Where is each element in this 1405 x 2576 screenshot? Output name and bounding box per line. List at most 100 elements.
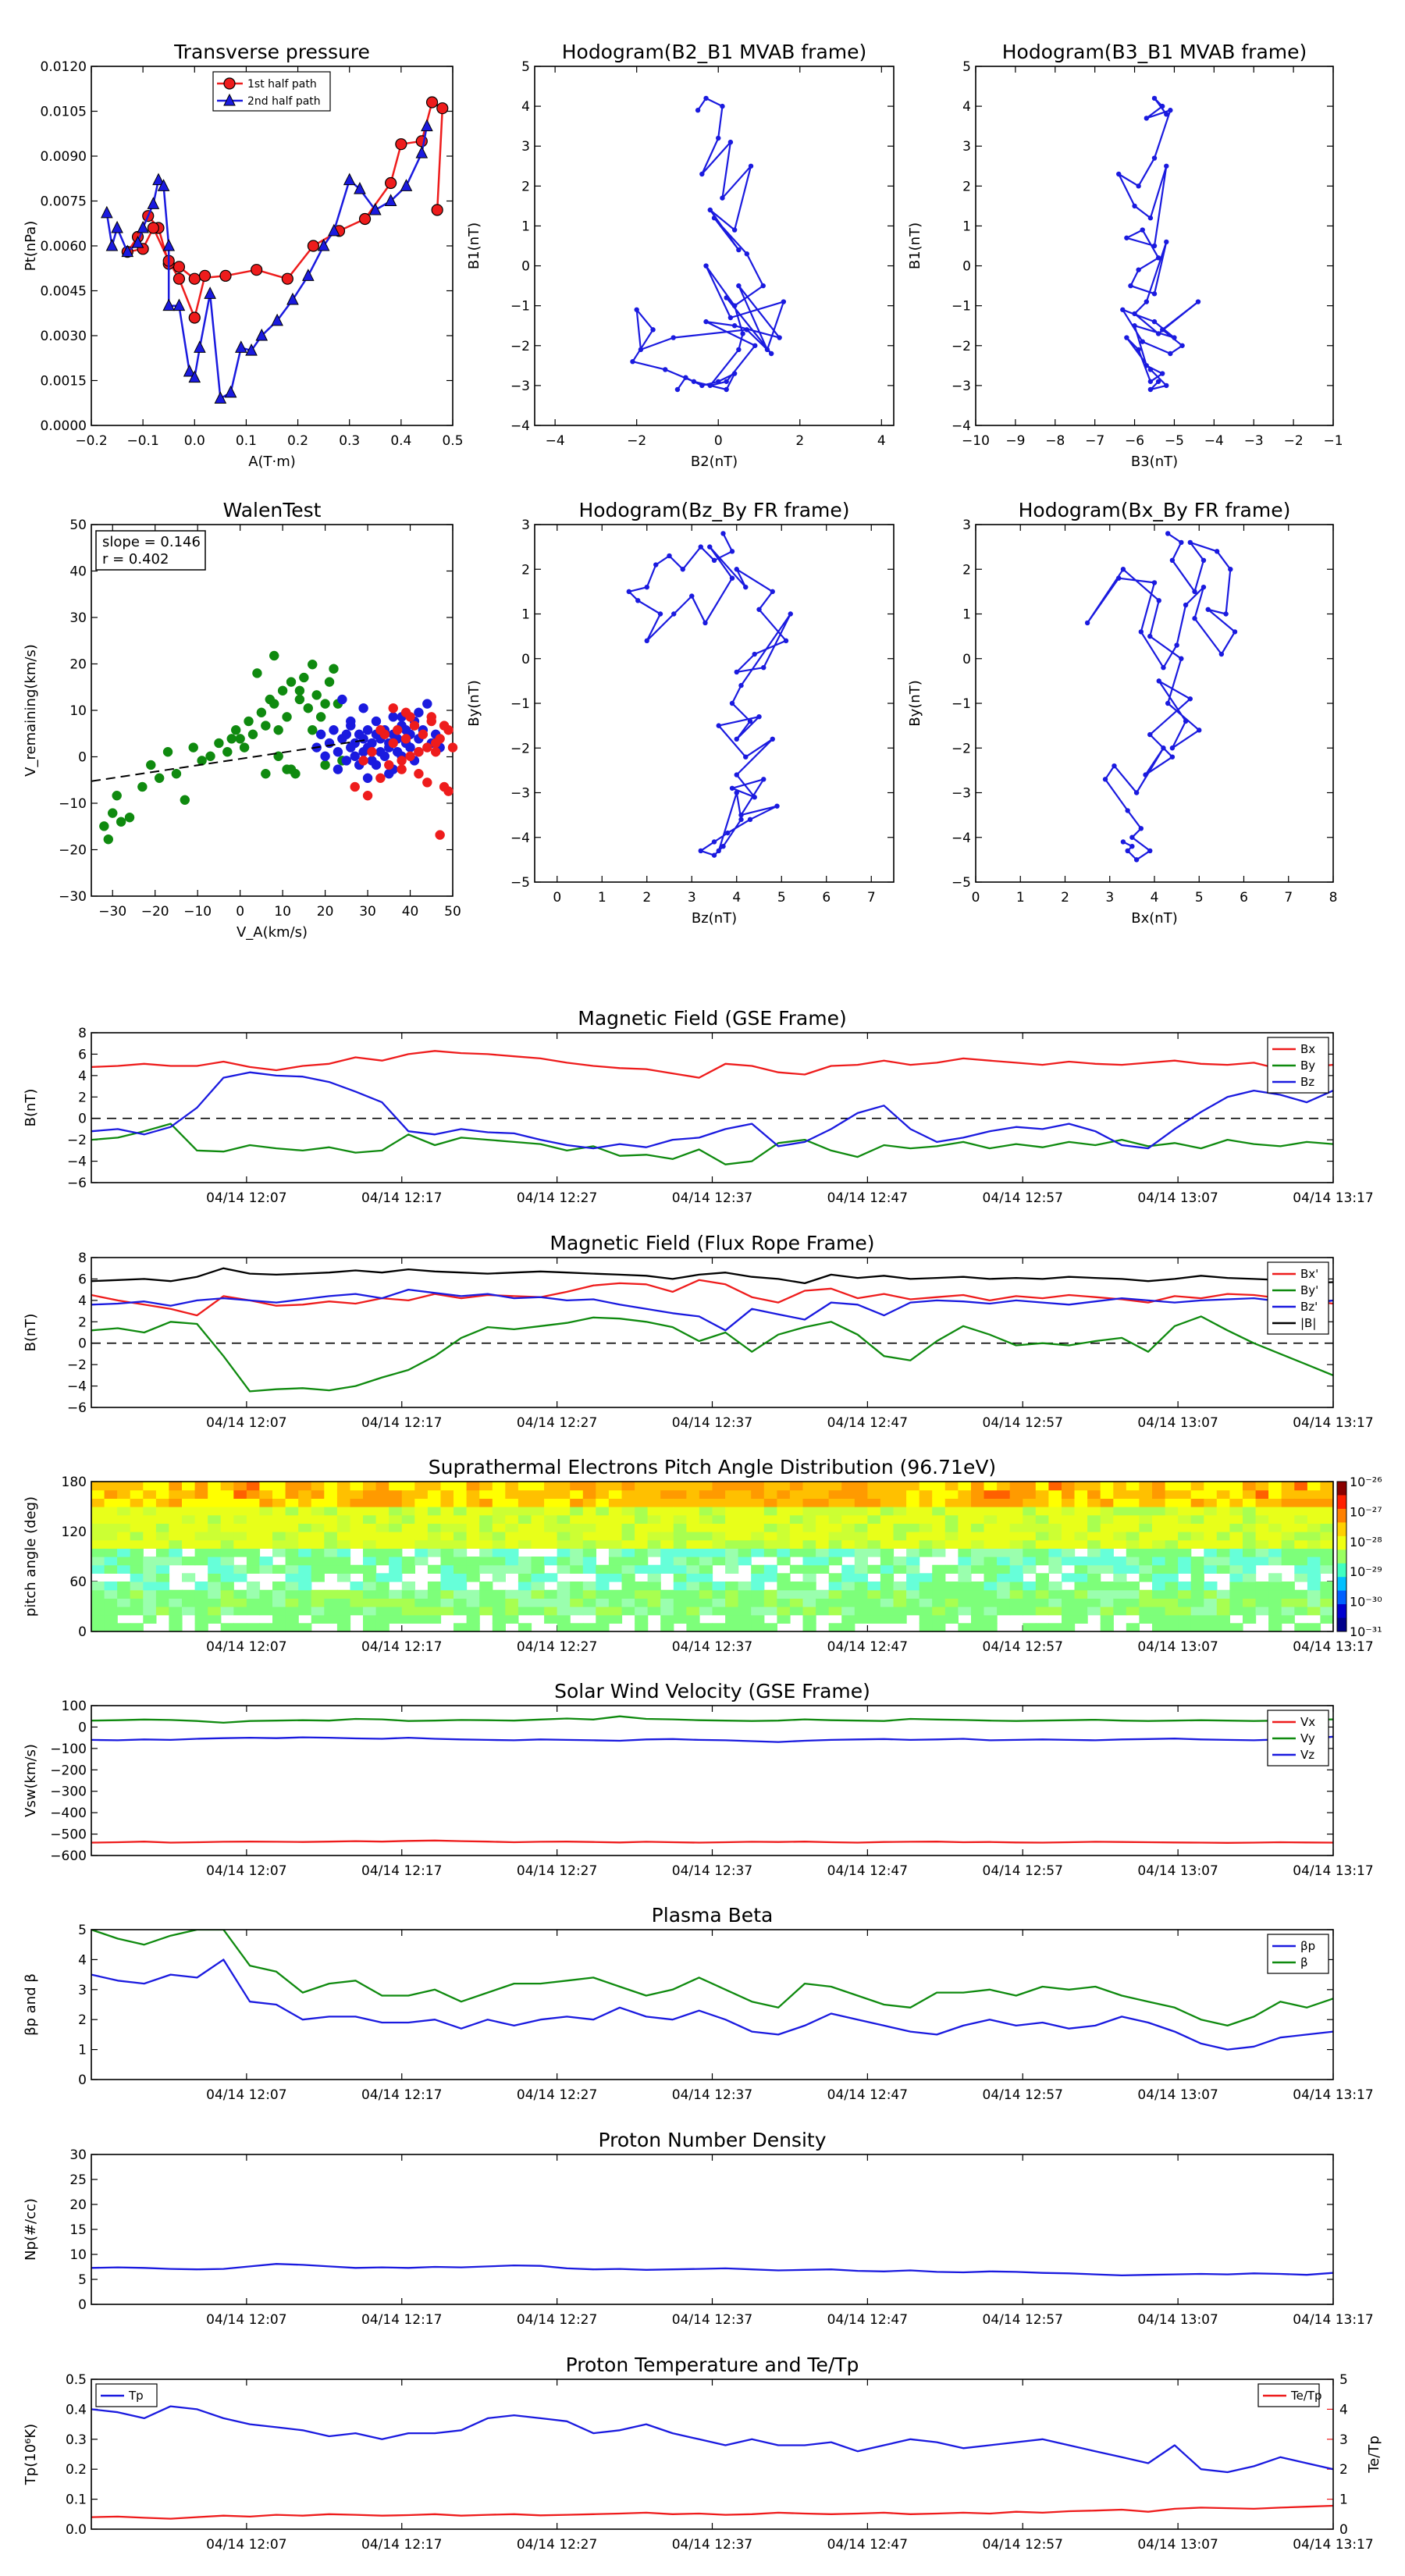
data-point	[1133, 857, 1140, 863]
heatmap-cell	[1139, 1523, 1153, 1532]
heatmap-cell	[712, 1507, 726, 1516]
heatmap-cell	[841, 1614, 855, 1624]
heatmap-cell	[285, 1589, 299, 1599]
heatmap-cell	[997, 1532, 1011, 1541]
heatmap-cell	[635, 1539, 649, 1549]
mag-gse-panel: Magnetic Field (GSE Frame)04/14 12:07 04/…	[23, 1007, 1374, 1206]
heatmap-cell	[621, 1598, 635, 1607]
y-tick-label: 0	[78, 750, 87, 766]
heatmap-cell	[1294, 1489, 1308, 1499]
heatmap-cell	[738, 1489, 752, 1499]
heatmap-cell	[1074, 1523, 1088, 1532]
heatmap-cell	[816, 1564, 830, 1574]
heatmap-cell	[1178, 1548, 1192, 1557]
data-point	[729, 700, 735, 706]
heatmap-cell	[479, 1539, 493, 1549]
chart-title: Transverse pressure	[173, 41, 370, 63]
data-point	[731, 227, 738, 233]
heatmap-cell	[1087, 1573, 1101, 1582]
heatmap-cell	[738, 1557, 752, 1566]
time-tick-label: 04/14 12:07	[206, 2537, 286, 2553]
heatmap-cell	[621, 1589, 635, 1599]
heatmap-cell	[389, 1573, 403, 1582]
heatmap-cell	[182, 1598, 196, 1607]
heatmap-cell	[324, 1489, 338, 1499]
heatmap-cell	[1009, 1589, 1023, 1599]
heatmap-cell	[466, 1532, 480, 1541]
heatmap-cell	[582, 1598, 596, 1607]
y-tick-label: 10	[69, 703, 87, 719]
heatmap-cell	[751, 1514, 765, 1524]
heatmap-cell	[557, 1514, 571, 1524]
data-point	[358, 212, 372, 226]
heatmap-cell	[285, 1507, 299, 1516]
heatmap-cell	[375, 1539, 389, 1549]
heatmap-cell	[1165, 1482, 1179, 1491]
heatmap-cell	[259, 1498, 273, 1507]
y-tick-label: 4	[78, 1069, 87, 1084]
data-point	[761, 665, 767, 671]
data-point	[1132, 203, 1137, 209]
heatmap-cell	[1281, 1589, 1295, 1599]
heatmap-cell	[298, 1606, 312, 1616]
scatter-point	[320, 751, 330, 762]
heatmap-cell	[182, 1489, 196, 1499]
y-tick-label: 3	[962, 518, 971, 533]
heatmap-cell	[919, 1489, 933, 1499]
y-tick-label: −30	[59, 889, 87, 905]
heatmap-cell	[1009, 1539, 1023, 1549]
heatmap-cell	[686, 1514, 700, 1524]
data-point	[421, 119, 433, 132]
y-tick-label: 100	[62, 1699, 87, 1714]
heatmap-cell	[1113, 1598, 1127, 1607]
heatmap-cell	[647, 1548, 661, 1557]
heatmap-cell	[1074, 1564, 1088, 1574]
series-line-Vy	[91, 1715, 1333, 1724]
heatmap-cell	[1204, 1564, 1218, 1574]
y-tick-label: 0.1	[66, 2492, 87, 2508]
heatmap-cell	[893, 1498, 907, 1507]
data-point	[1161, 745, 1166, 751]
heatmap-cell	[570, 1589, 584, 1599]
x-tick-label: 2	[1061, 890, 1069, 906]
heatmap-cell	[738, 1532, 752, 1541]
heatmap-cell	[699, 1564, 713, 1574]
heatmap-cell	[440, 1589, 454, 1599]
heatmap-cell	[997, 1539, 1011, 1549]
heatmap-cell	[777, 1598, 791, 1607]
heatmap-cell	[285, 1539, 299, 1549]
heatmap-cell	[699, 1573, 713, 1582]
scatter-point	[443, 786, 454, 796]
heatmap-cell	[608, 1539, 623, 1549]
heatmap-cell	[208, 1582, 222, 1591]
data-point	[626, 589, 631, 595]
heatmap-cell	[272, 1606, 286, 1616]
heatmap-cell	[1152, 1589, 1166, 1599]
heatmap-cell	[777, 1489, 791, 1499]
heatmap-cell	[816, 1532, 830, 1541]
heatmap-cell	[635, 1548, 649, 1557]
heatmap-cell	[880, 1598, 895, 1607]
heatmap-cell	[1190, 1482, 1204, 1491]
heatmap-cell	[427, 1548, 442, 1557]
heatmap-cell	[427, 1507, 442, 1516]
heatmap-cell	[686, 1557, 700, 1566]
heatmap-cell	[686, 1564, 700, 1574]
data-point	[702, 620, 708, 626]
heatmap-cell	[544, 1489, 558, 1499]
heatmap-cell	[1229, 1606, 1243, 1616]
heatmap-cell	[1204, 1482, 1218, 1491]
heatmap-cell	[932, 1573, 946, 1582]
heatmap-cell	[220, 1606, 234, 1616]
heatmap-cell	[1229, 1548, 1243, 1557]
series-line-By'	[91, 1315, 1333, 1393]
heatmap-cell	[751, 1539, 765, 1549]
heatmap-cell	[854, 1573, 868, 1582]
heatmap-cell	[867, 1614, 881, 1624]
heatmap-cell	[919, 1539, 933, 1549]
heatmap-cell	[1307, 1489, 1321, 1499]
data-point	[1200, 584, 1207, 590]
heatmap-cell	[505, 1548, 519, 1557]
legend-label: 2nd half path	[247, 95, 321, 108]
heatmap-cell	[324, 1557, 338, 1566]
